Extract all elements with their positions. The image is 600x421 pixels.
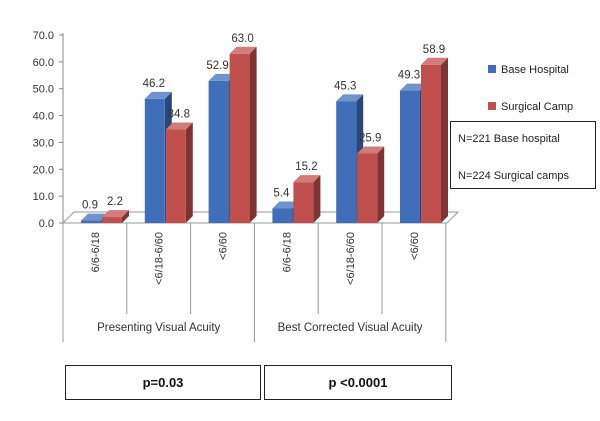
data-label: 15.2 — [295, 161, 317, 173]
data-label: 46.2 — [143, 78, 165, 90]
bar-side — [185, 122, 193, 223]
bar-surgical-camp — [102, 210, 129, 223]
bar-front — [400, 90, 420, 223]
bar-front — [144, 98, 165, 223]
y-tick-label: 60.0 — [33, 57, 54, 69]
legend-label: Base Hospital — [501, 64, 569, 76]
bar-top — [357, 146, 385, 154]
legend-swatch — [488, 102, 496, 110]
legend-label: Surgical Camp — [501, 101, 573, 113]
legend-swatch — [488, 65, 496, 73]
data-label: 0.9 — [82, 200, 98, 212]
y-tick-label: 20.0 — [33, 164, 54, 176]
x-tick-label: <6/60 — [409, 232, 421, 260]
bar-front — [102, 217, 122, 223]
bar-side — [441, 57, 448, 223]
data-label: 5.4 — [273, 187, 290, 199]
data-label: 63.0 — [231, 33, 253, 45]
bar-surgical-camp — [293, 175, 321, 223]
x-tick-label: 6/6-6/18 — [90, 232, 102, 272]
bar-surgical-camp — [165, 122, 193, 223]
sample-size-note: N=221 Base hospital N=224 Surgical camps — [450, 121, 596, 189]
bar-surgical-camp — [229, 46, 257, 223]
p-value-presenting: p=0.03 — [65, 365, 261, 400]
bar-top — [81, 213, 108, 221]
chart-bars — [81, 46, 448, 223]
bar-top — [272, 201, 300, 209]
data-label: 52.9 — [206, 60, 228, 72]
bar-front — [208, 80, 229, 223]
bar-side — [249, 46, 257, 223]
y-tick-label: 0.0 — [39, 218, 54, 230]
bar-top — [208, 73, 236, 81]
bar-front — [421, 64, 441, 223]
data-label: 25.9 — [359, 132, 381, 144]
y-tick-label: 50.0 — [33, 84, 54, 96]
bar-front — [81, 220, 101, 223]
bar-top — [400, 83, 427, 91]
y-tick-label: 10.0 — [33, 191, 54, 203]
x-tick-label: 6/6-6/18 — [281, 232, 293, 272]
chart-labels: 6/6-6/18 <6/18-6/60 <6/60 6/6-6/18 <6/18-6/6… — [82, 33, 445, 334]
data-label: 2.2 — [107, 196, 123, 208]
bar-front — [229, 53, 250, 223]
note-base-hospital: N=221 Base hospital — [458, 133, 560, 145]
p-value-best-corrected: p <0.0001 — [264, 365, 452, 400]
bar-surgical-camp — [421, 57, 448, 223]
data-label: 58.9 — [423, 44, 445, 56]
data-label: 49.3 — [398, 70, 420, 82]
bar-top — [336, 94, 364, 102]
bar-top — [102, 210, 129, 218]
data-label: 34.8 — [168, 109, 190, 121]
group-label: Best Corrected Visual Acuity — [278, 322, 423, 334]
y-tick-label: 70.0 — [33, 30, 54, 42]
chart-legend: Base Hospital Surgical Camp — [488, 64, 573, 113]
bar-front — [293, 182, 314, 223]
bar-side — [122, 210, 129, 223]
bar-top — [229, 46, 257, 54]
bar-top — [293, 175, 321, 183]
bar-side — [313, 175, 321, 223]
bar-front — [165, 129, 186, 223]
note-surgical-camps: N=224 Surgical camps — [458, 170, 569, 182]
y-tick-label: 30.0 — [33, 137, 54, 149]
bar-top — [165, 122, 193, 130]
x-tick-label: <6/18-6/60 — [345, 232, 357, 285]
bar-front — [272, 208, 293, 223]
y-tick-label: 40.0 — [33, 111, 54, 123]
bar-front — [336, 101, 357, 223]
bar-surgical-camp — [357, 146, 385, 223]
data-label: 45.3 — [334, 80, 356, 92]
bar-top — [421, 57, 448, 65]
group-label: Presenting Visual Acuity — [97, 322, 220, 334]
x-tick-label: <6/18-6/60 — [154, 232, 166, 285]
x-tick-label: <6/60 — [218, 232, 230, 260]
bar-top — [144, 91, 172, 99]
bar-front — [357, 153, 378, 223]
bar-side — [377, 146, 385, 223]
